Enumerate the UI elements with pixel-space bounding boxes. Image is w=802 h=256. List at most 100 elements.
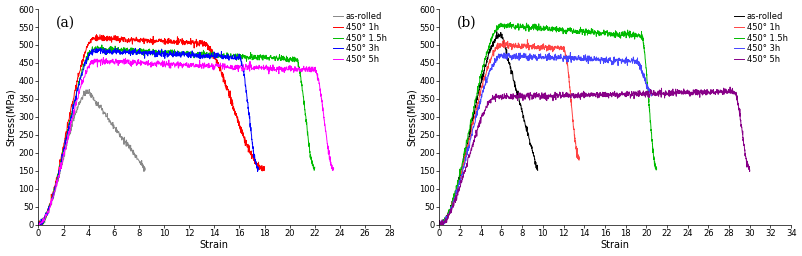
450° 1.5h	[34, 226, 44, 229]
as-rolled	[140, 168, 150, 172]
as-rolled	[35, 224, 45, 227]
450° 1.5h	[196, 52, 205, 55]
450° 1.5h	[520, 26, 530, 29]
450° 5h	[740, 150, 750, 153]
450° 3h	[205, 56, 215, 59]
450° 5h	[634, 95, 643, 98]
450° 5h	[34, 225, 44, 228]
450° 5h	[188, 62, 198, 66]
450° 1.5h	[97, 43, 107, 46]
as-rolled	[461, 152, 471, 155]
as-rolled	[39, 219, 49, 222]
450° 3h	[116, 51, 126, 55]
450° 1.5h	[310, 166, 319, 169]
450° 1h	[555, 46, 565, 49]
450° 1h	[260, 165, 269, 168]
Line: 450° 5h: 450° 5h	[439, 87, 750, 226]
450° 1.5h	[468, 110, 478, 113]
450° 3h	[585, 59, 595, 62]
as-rolled	[55, 176, 64, 179]
450° 3h	[253, 168, 263, 172]
450° 1.5h	[435, 223, 444, 226]
450° 1.5h	[625, 32, 634, 35]
450° 5h	[188, 62, 198, 65]
450° 1h	[34, 222, 43, 226]
as-rolled	[479, 72, 488, 75]
as-rolled	[507, 69, 516, 72]
Line: 450° 5h: 450° 5h	[38, 58, 334, 227]
as-rolled	[57, 163, 67, 166]
as-rolled	[115, 132, 125, 135]
450° 5h	[725, 86, 735, 89]
Line: 450° 1h: 450° 1h	[38, 35, 265, 228]
450° 1.5h	[213, 53, 222, 56]
450° 3h	[141, 50, 151, 54]
Text: (b): (b)	[457, 16, 476, 29]
450° 1.5h	[438, 224, 448, 227]
as-rolled	[525, 144, 535, 147]
as-rolled	[107, 121, 117, 124]
450° 1h	[533, 45, 543, 48]
Legend: as-rolled, 450° 1h, 450° 1.5h, 450° 3h, 450° 5h: as-rolled, 450° 1h, 450° 1.5h, 450° 3h, …	[333, 12, 387, 65]
450° 3h	[510, 53, 520, 56]
450° 1h	[34, 226, 43, 229]
450° 3h	[636, 64, 646, 67]
450° 1h	[574, 159, 584, 162]
450° 1h	[231, 112, 241, 115]
450° 3h	[646, 94, 656, 98]
as-rolled	[533, 169, 542, 172]
450° 1.5h	[254, 56, 264, 59]
450° 5h	[435, 225, 445, 228]
450° 5h	[228, 68, 237, 71]
450° 5h	[329, 167, 338, 170]
450° 1.5h	[179, 50, 188, 53]
450° 3h	[245, 113, 254, 116]
450° 5h	[610, 90, 619, 93]
450° 1.5h	[505, 21, 515, 24]
450° 5h	[522, 94, 532, 97]
450° 1.5h	[34, 222, 43, 226]
450° 5h	[206, 65, 216, 68]
450° 3h	[580, 57, 589, 60]
450° 3h	[200, 57, 209, 60]
450° 5h	[34, 225, 43, 228]
450° 5h	[326, 158, 335, 162]
Y-axis label: Stress(MPa): Stress(MPa)	[407, 88, 416, 146]
X-axis label: Strain: Strain	[601, 240, 630, 250]
450° 3h	[111, 47, 120, 50]
Text: (a): (a)	[56, 16, 75, 29]
450° 1h	[91, 33, 101, 36]
450° 3h	[436, 227, 446, 230]
450° 3h	[34, 225, 44, 228]
450° 3h	[55, 169, 64, 172]
Line: 450° 3h: 450° 3h	[38, 48, 258, 227]
Line: 450° 1.5h: 450° 1.5h	[38, 45, 314, 227]
450° 1.5h	[652, 167, 662, 170]
as-rolled	[492, 30, 501, 33]
450° 5h	[99, 56, 108, 59]
450° 3h	[435, 224, 444, 227]
as-rolled	[84, 88, 94, 91]
450° 1h	[62, 130, 71, 133]
450° 1.5h	[546, 26, 556, 29]
Y-axis label: Stress(MPa): Stress(MPa)	[6, 88, 15, 146]
as-rolled	[435, 226, 444, 229]
Line: as-rolled: as-rolled	[439, 32, 537, 227]
Line: as-rolled: as-rolled	[38, 89, 145, 226]
450° 1h	[219, 78, 229, 81]
450° 1.5h	[154, 50, 164, 53]
450° 1h	[460, 155, 470, 158]
Legend: as-rolled, 450° 1h, 450° 1.5h, 450° 3h, 450° 5h: as-rolled, 450° 1h, 450° 1.5h, 450° 3h, …	[734, 12, 788, 65]
450° 1h	[182, 40, 192, 43]
450° 1.5h	[307, 159, 317, 162]
450° 5h	[682, 90, 691, 93]
450° 1h	[523, 38, 533, 41]
450° 3h	[640, 74, 650, 77]
450° 5h	[745, 169, 755, 172]
450° 5h	[87, 62, 97, 66]
as-rolled	[34, 220, 43, 223]
450° 3h	[525, 56, 535, 59]
450° 5h	[435, 222, 444, 225]
Line: 450° 3h: 450° 3h	[439, 52, 651, 228]
450° 1h	[435, 226, 444, 229]
